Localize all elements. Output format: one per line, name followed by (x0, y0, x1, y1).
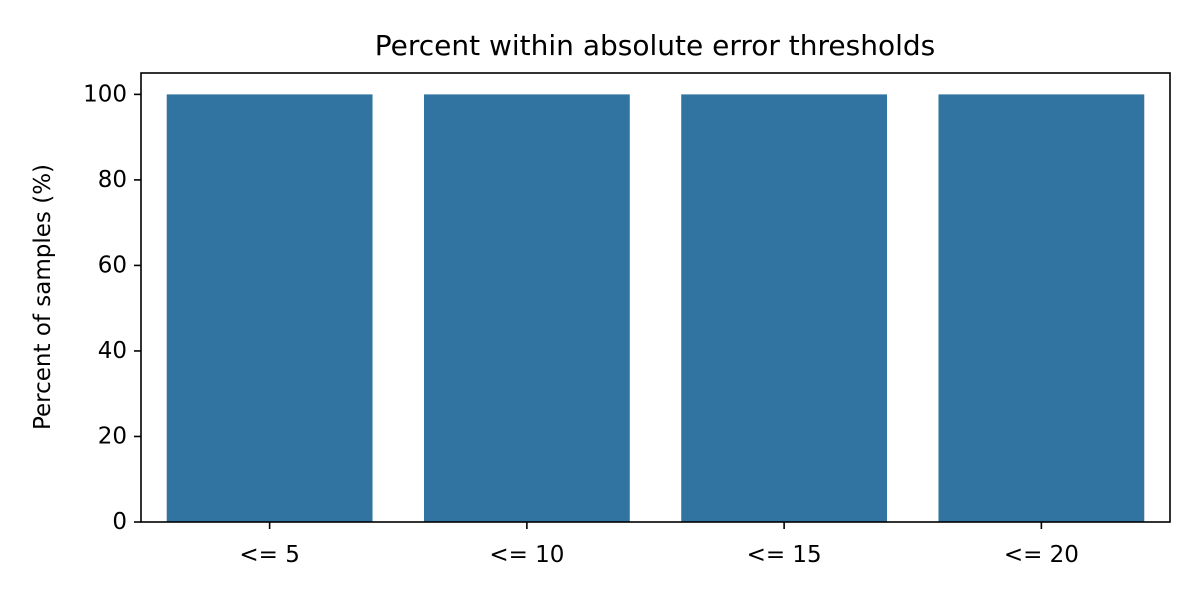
bar (681, 94, 888, 522)
y-tick-label: 0 (112, 509, 127, 535)
y-tick-label: 20 (98, 423, 127, 449)
bars-group (166, 94, 1145, 522)
bar (938, 94, 1145, 522)
chart-title: Percent within absolute error thresholds (375, 29, 936, 62)
x-axis-ticks: <= 5 <= 10 <= 15 <= 20 (239, 522, 1079, 568)
y-tick-label: 60 (98, 252, 127, 278)
y-tick-label: 40 (98, 338, 127, 364)
bar (166, 94, 373, 522)
x-tick-label: <= 5 (239, 542, 300, 568)
y-axis-ticks: 0 20 40 60 80 100 (83, 81, 141, 535)
plot-area-frame (140, 72, 1171, 523)
y-axis-label: Percent of samples (%) (30, 164, 56, 430)
y-tick-label: 80 (98, 167, 127, 193)
x-tick-label: <= 15 (747, 542, 822, 568)
bar (423, 94, 630, 522)
x-tick-label: <= 10 (489, 542, 564, 568)
x-tick-label: <= 20 (1004, 542, 1079, 568)
y-tick-label: 100 (83, 81, 127, 107)
